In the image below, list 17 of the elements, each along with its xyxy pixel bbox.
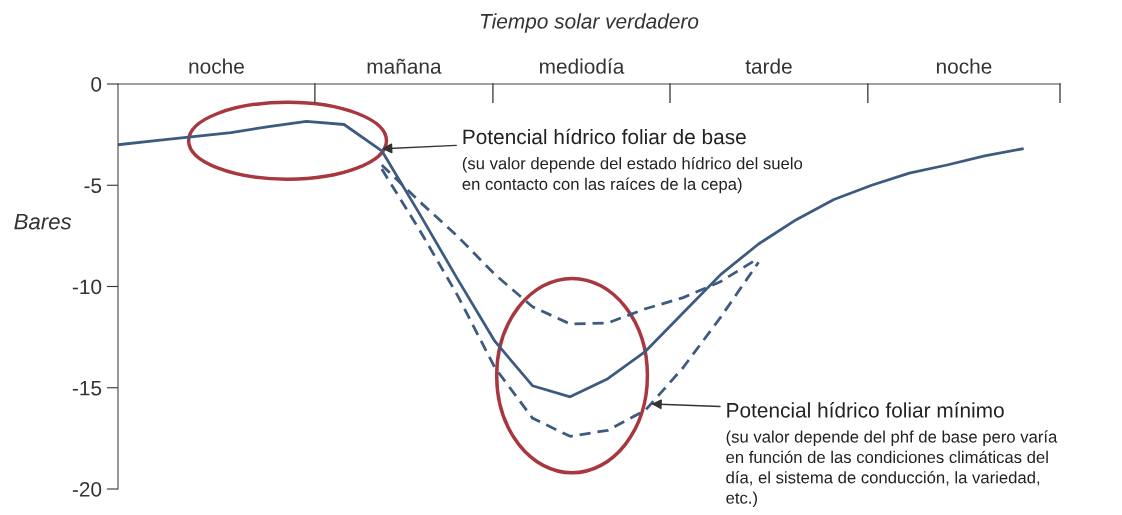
text: mediodía xyxy=(540,58,625,74)
chart-title: Tiempo solar verdadero xyxy=(480,13,699,33)
y-tick-label: -20 xyxy=(72,482,102,497)
text: tarde xyxy=(745,58,792,74)
y-tick-label: 0 xyxy=(91,77,102,92)
y-tick-label: -5 xyxy=(84,178,102,193)
text: noche xyxy=(936,58,992,74)
y-tick-label: -15 xyxy=(72,380,102,396)
y-tick-label: -10 xyxy=(72,279,102,295)
text: mañana xyxy=(367,58,442,74)
annotation: (su valor depende del estado hídrico del suelo en contacto con las raíces de la cepa) xyxy=(462,156,803,194)
y-axis-title: Bares xyxy=(14,213,72,230)
annotation: (su valor depende del phf de base pero varía en función de las condiciones climáticas del día, el sistema de conducción, la variedad, etc.) xyxy=(726,430,1058,508)
annotation: Potencial hídrico foliar de base xyxy=(463,128,746,145)
annotation: Potencial hídrico foliar mínimo xyxy=(727,402,1004,418)
text: noche xyxy=(189,58,244,74)
line-series xyxy=(118,120,1024,399)
